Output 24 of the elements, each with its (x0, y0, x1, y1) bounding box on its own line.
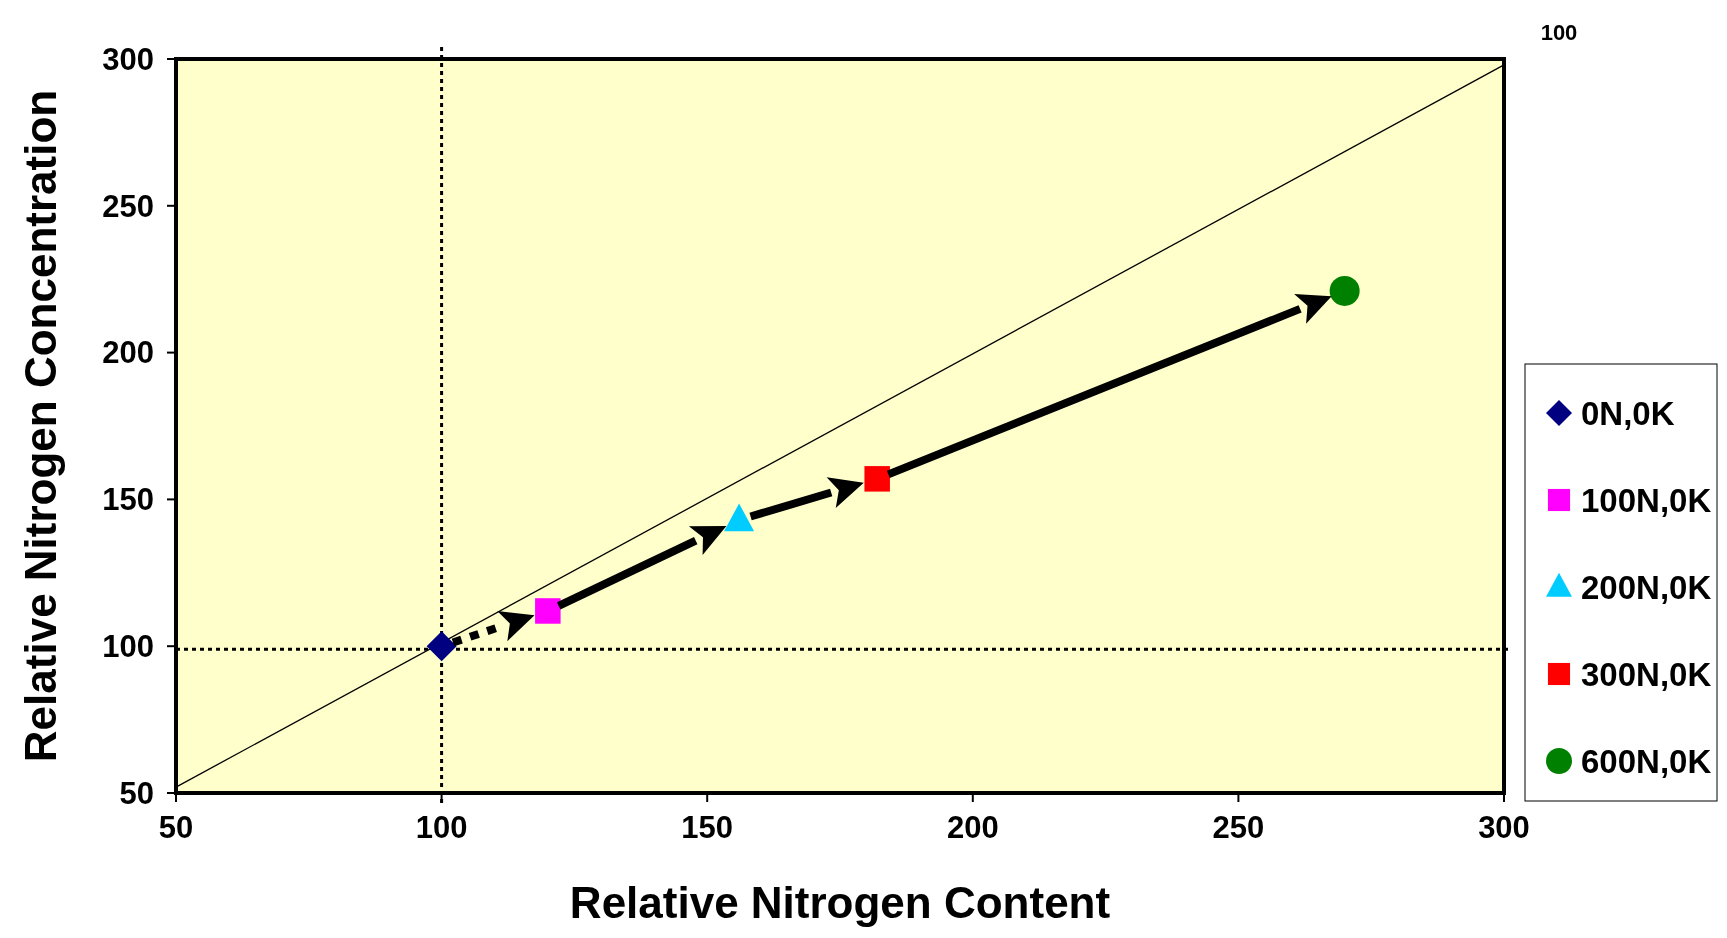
point (426, 631, 457, 662)
point (1329, 275, 1360, 306)
legend-label: 100N,0K (1581, 481, 1712, 519)
point (864, 466, 890, 492)
y-tick-label: 100 (102, 629, 154, 665)
x-tick-label: 300 (1478, 810, 1530, 845)
y-tick-label: 200 (102, 335, 154, 371)
x-tick-label: 100 (415, 810, 468, 845)
y-tick-label: 250 (102, 188, 154, 224)
x-axis-title: Relative Nitrogen Content (569, 878, 1111, 927)
text: 100 (1540, 20, 1578, 45)
x-tick-label: 150 (681, 810, 734, 845)
y-tick-label: 300 (102, 41, 154, 77)
y-tick-label: 50 (119, 775, 154, 811)
legend-label: 200N,0K (1581, 568, 1712, 606)
legend-label: 0N,0K (1581, 394, 1675, 432)
x-tick-label: 250 (1212, 810, 1265, 845)
point (535, 598, 561, 624)
legend-label: 600N,0K (1581, 742, 1712, 780)
legend-label: 300N,0K (1581, 655, 1712, 693)
x-tick-label: 200 (946, 810, 999, 845)
y-tick-label: 150 (102, 482, 154, 518)
x-tick-label: 50 (158, 810, 194, 845)
y-axis-title: Relative Nitrogen Concentration (16, 89, 65, 763)
